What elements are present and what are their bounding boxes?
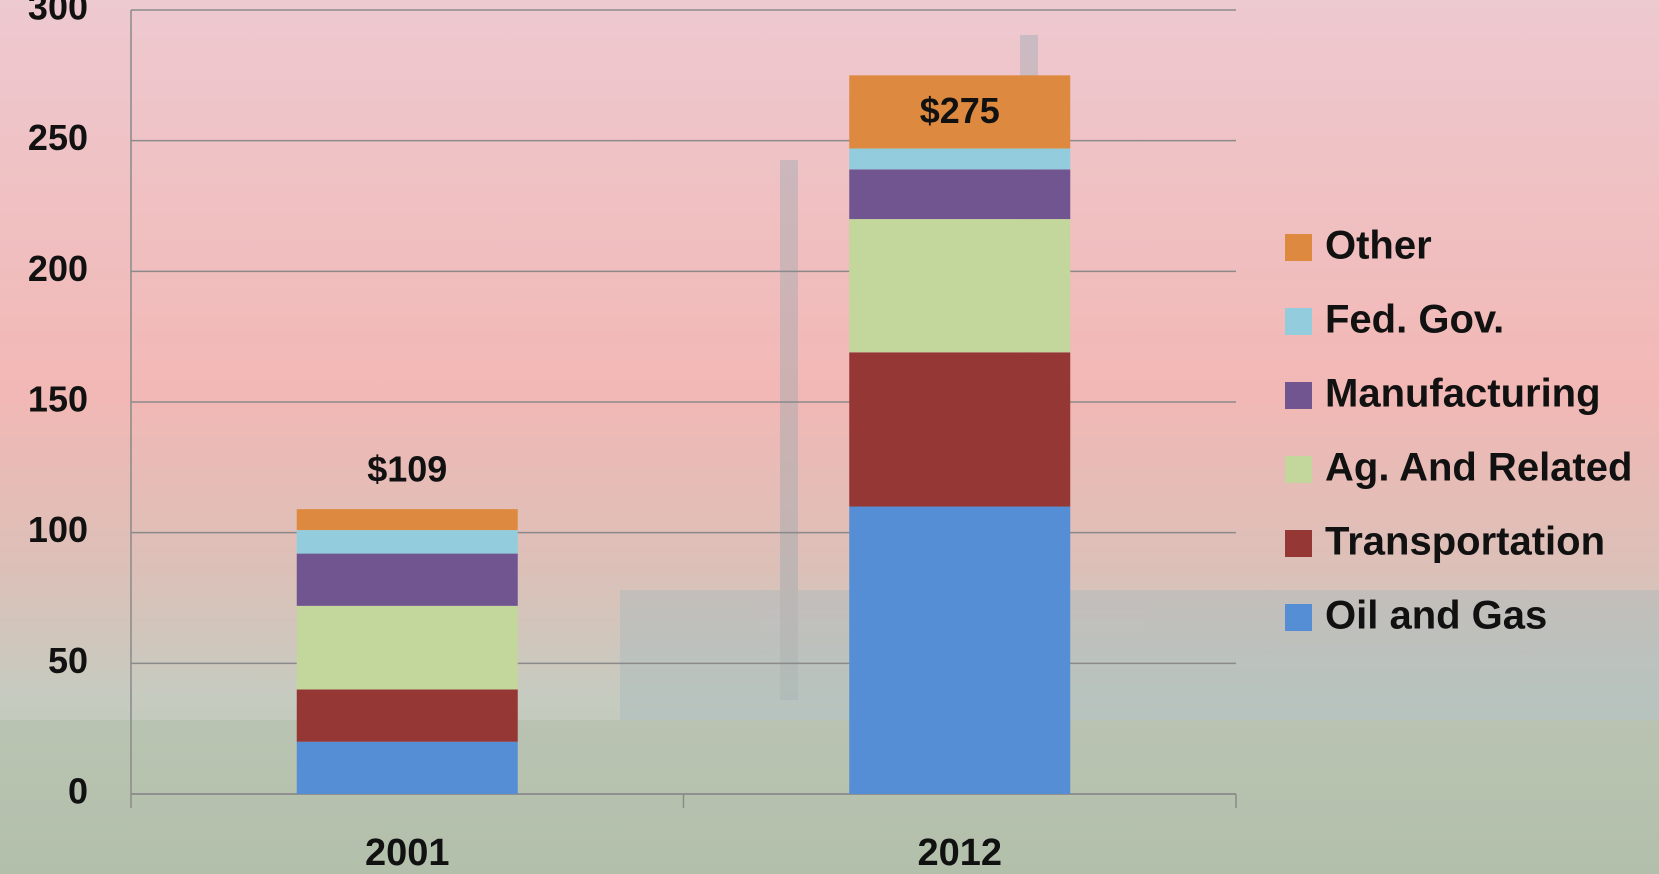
y-tick-label: 150 — [28, 379, 88, 420]
y-tick-label: 250 — [28, 117, 88, 158]
y-tick-label: 300 — [28, 0, 88, 28]
legend-label: Manufacturing — [1325, 372, 1601, 416]
bar-segment — [296, 689, 518, 742]
total-label: $109 — [367, 449, 447, 490]
legend-swatch — [1285, 604, 1312, 631]
legend-swatch — [1285, 530, 1312, 557]
bar-segment — [849, 148, 1071, 170]
bar-segment — [849, 506, 1071, 794]
legend-label: Oil and Gas — [1325, 594, 1547, 638]
bar-segment — [296, 509, 518, 531]
y-tick-label: 100 — [28, 509, 88, 550]
legend-swatch — [1285, 308, 1312, 335]
bar-segment — [296, 741, 518, 794]
bar-segment — [296, 553, 518, 606]
y-tick-label: 50 — [48, 640, 88, 681]
legend-label: Ag. And Related — [1325, 446, 1632, 490]
bar-segment — [296, 530, 518, 554]
y-tick-label: 200 — [28, 248, 88, 289]
background-scenery — [0, 35, 1659, 874]
bar-segment — [849, 219, 1071, 353]
legend-swatch — [1285, 234, 1312, 261]
x-tick-label: 2001 — [365, 832, 450, 874]
bar-segment — [849, 169, 1071, 220]
x-tick-label: 2012 — [917, 832, 1002, 874]
y-tick-label: 0 — [68, 771, 88, 812]
legend-swatch — [1285, 382, 1312, 409]
legend-label: Transportation — [1325, 520, 1605, 564]
legend-label: Fed. Gov. — [1325, 298, 1504, 342]
bar-segment — [296, 605, 518, 690]
bar-segment — [849, 75, 1071, 149]
total-label: $275 — [920, 90, 1000, 131]
legend-label: Other — [1325, 224, 1432, 268]
bar-segment — [849, 352, 1071, 507]
legend-swatch — [1285, 456, 1312, 483]
